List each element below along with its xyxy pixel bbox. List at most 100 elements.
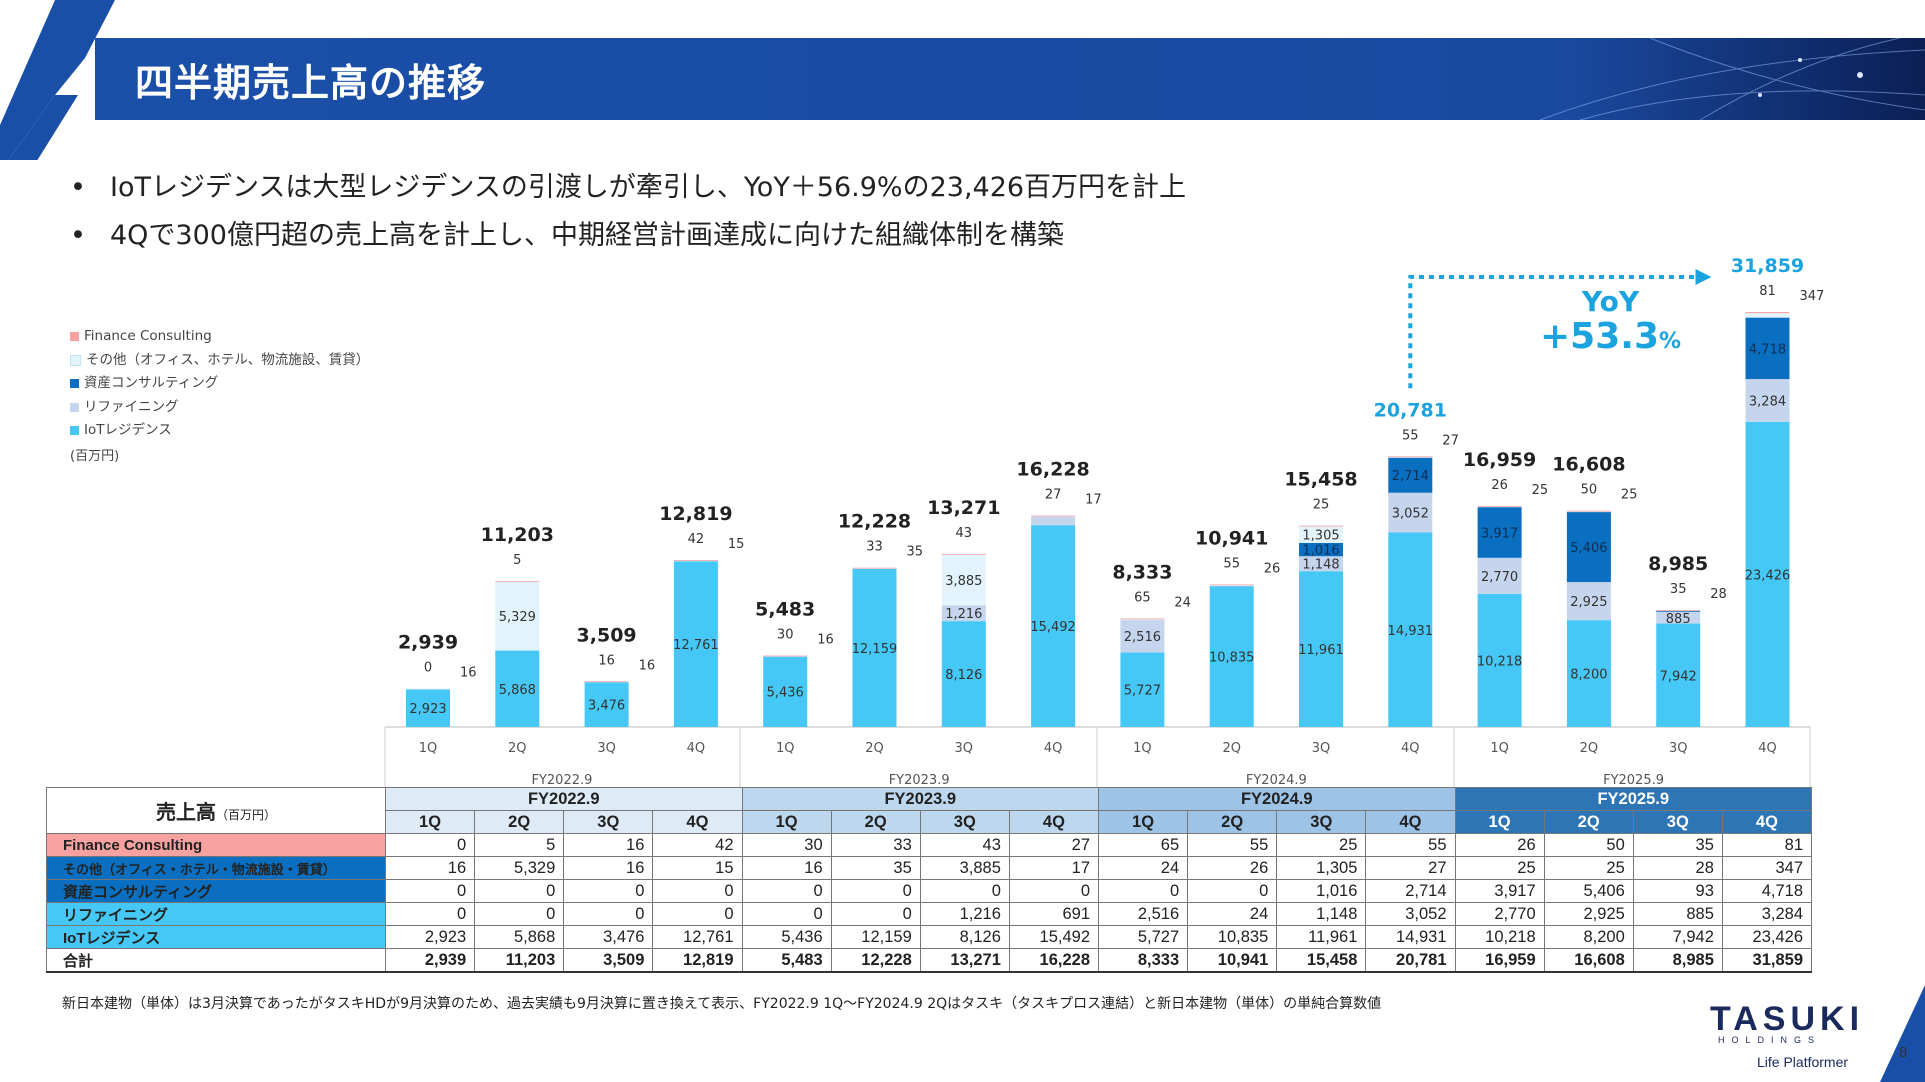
- bar-segment: [1477, 557, 1522, 594]
- table-cell: 0: [1097, 879, 1189, 903]
- table-cell: 15: [652, 856, 743, 880]
- table-cell: 691: [1008, 902, 1100, 926]
- legend-swatch: [70, 332, 79, 342]
- page-title: 四半期売上高の推移: [135, 61, 487, 105]
- footnote: 新日本建物（単体）は3月決算であったがタスキHDが9月決算のため、過去実績も9月…: [62, 996, 1382, 1012]
- tick-label: 4Q: [687, 741, 706, 756]
- table-row-label: 資産コンサルティング: [46, 879, 386, 903]
- table-cell: 24: [1187, 902, 1278, 926]
- chart-legend: Finance Consulting その他（オフィス、ホテル、物流施設、賃貸）…: [70, 325, 369, 468]
- bar-segment: [1031, 525, 1076, 727]
- table-cell: 35: [830, 856, 921, 880]
- table-cell: 3,284: [1721, 902, 1813, 926]
- data-label: 2,925: [1570, 595, 1607, 610]
- data-label: 42: [688, 532, 705, 547]
- bar-segment: [495, 581, 540, 582]
- table-cell: 0: [474, 879, 565, 903]
- table-cell: 65: [1097, 833, 1189, 857]
- total-label: 12,228: [838, 511, 911, 533]
- bar-segment: [1745, 312, 1790, 314]
- bar-segment: [1477, 506, 1522, 507]
- data-label: 2,714: [1392, 469, 1429, 484]
- bar-segment: [673, 560, 718, 561]
- table-cell: 2,714: [1365, 879, 1456, 903]
- bar-segment: [406, 688, 450, 690]
- bar-segment: [1477, 593, 1522, 727]
- company-logo: TASUKI HOLDINGS: [1710, 1000, 1890, 1045]
- bullet-1: • IoTレジデンスは大型レジデンスの引渡しが牽引し、YoY＋56.9%の23,4…: [70, 172, 1187, 203]
- table-cell: 15,492: [1008, 925, 1100, 949]
- legend-swatch: [70, 426, 79, 436]
- table-cell: 16: [563, 856, 654, 880]
- data-label: 1,148: [1302, 558, 1339, 573]
- table-cell: 35: [1632, 833, 1723, 857]
- table-cell: 17: [1008, 856, 1100, 880]
- table-cell: 26: [1187, 856, 1278, 880]
- tick-label: 1Q: [776, 741, 795, 756]
- table-cell: 12,228: [830, 948, 921, 973]
- total-label: 16,959: [1463, 449, 1536, 471]
- tick-label: 3Q: [1312, 741, 1331, 756]
- logo-text: TASUKI: [1710, 1000, 1865, 1038]
- data-label: 27: [1442, 433, 1459, 448]
- bar-segment: [941, 621, 986, 727]
- table-row: 合計 2,939 11,203 3,509 12,819 5,483 12,228 13,27…: [46, 948, 1813, 973]
- table-cell: 11,961: [1276, 925, 1367, 949]
- table-cell: 3,885: [919, 856, 1010, 880]
- logo-subtext: HOLDINGS: [1718, 1035, 1822, 1045]
- table-cell: 10,941: [1187, 948, 1278, 973]
- table-row: その他（オフィス・ホテル・物流施設・賃貸） 16 5,329 16 15 16 35 3,88…: [46, 856, 1813, 880]
- data-label: 1,216: [945, 607, 982, 622]
- table-cell: 3,476: [563, 925, 654, 949]
- table-cell: 5,329: [474, 856, 565, 880]
- data-label: 16: [639, 658, 656, 673]
- table-header-unit: （百万円）: [215, 808, 276, 822]
- bar-segment: [1120, 618, 1165, 620]
- bar-segment: [852, 567, 897, 569]
- bar-segment: [1209, 585, 1254, 587]
- data-label: 23,426: [1745, 568, 1791, 583]
- table-cell: 31,859: [1721, 948, 1813, 973]
- bullet-2: • 4Qで300億円超の売上高を計上し、中期経営計画達成に向けた組織体制を構築: [70, 220, 1064, 251]
- bullet-2-text: 4Qで300億円超の売上高を計上し、中期経営計画達成に向けた組織体制を構築: [110, 220, 1064, 251]
- table-cell: 93: [1632, 879, 1723, 903]
- data-label: 885: [1666, 612, 1691, 627]
- table-cell: 12,159: [830, 925, 921, 949]
- data-label: 14,931: [1388, 624, 1434, 639]
- total-label: 12,819: [659, 503, 732, 525]
- table-cell: 0: [741, 902, 832, 926]
- data-label: 24: [1174, 595, 1191, 610]
- table-cell: 10,218: [1454, 925, 1545, 949]
- legend-swatch: [70, 379, 79, 389]
- data-label: 65: [1134, 590, 1151, 605]
- table-quarter-header: 1Q: [741, 810, 832, 834]
- total-label: 15,458: [1284, 469, 1357, 491]
- corner-decoration: [1880, 985, 1925, 1082]
- tagline: Life Platformer: [1757, 1054, 1849, 1070]
- data-label: 3,476: [588, 698, 625, 713]
- bar-segment: [1745, 421, 1790, 727]
- table-row-label: IoTレジデンス: [46, 925, 386, 949]
- table-cell: 8,333: [1097, 948, 1189, 973]
- tick-label: 1Q: [1133, 741, 1152, 756]
- table-cell: 11,203: [474, 948, 565, 973]
- table-cell: 1,148: [1276, 902, 1367, 926]
- bar-segment: [495, 581, 540, 651]
- bar-segment: [1388, 457, 1433, 458]
- table-cell: 13,271: [919, 948, 1010, 973]
- bar-segment: [406, 688, 450, 727]
- table-cell: 5,436: [741, 925, 832, 949]
- table-cell: 2,923: [384, 925, 476, 949]
- bar-segment: [584, 681, 629, 683]
- data-label: 26: [1491, 478, 1508, 493]
- data-label: 2,923: [409, 702, 446, 717]
- table-quarter-header: 1Q: [384, 810, 476, 834]
- total-label: 31,859: [1731, 255, 1804, 277]
- total-label: 5,483: [755, 599, 815, 621]
- data-label: 10,835: [1209, 650, 1255, 665]
- total-label: 8,985: [1648, 553, 1708, 575]
- data-label: 5,436: [767, 686, 804, 701]
- data-label: 17: [1085, 493, 1102, 508]
- data-label: 4,718: [1749, 342, 1786, 357]
- tick-label: 3Q: [597, 741, 616, 756]
